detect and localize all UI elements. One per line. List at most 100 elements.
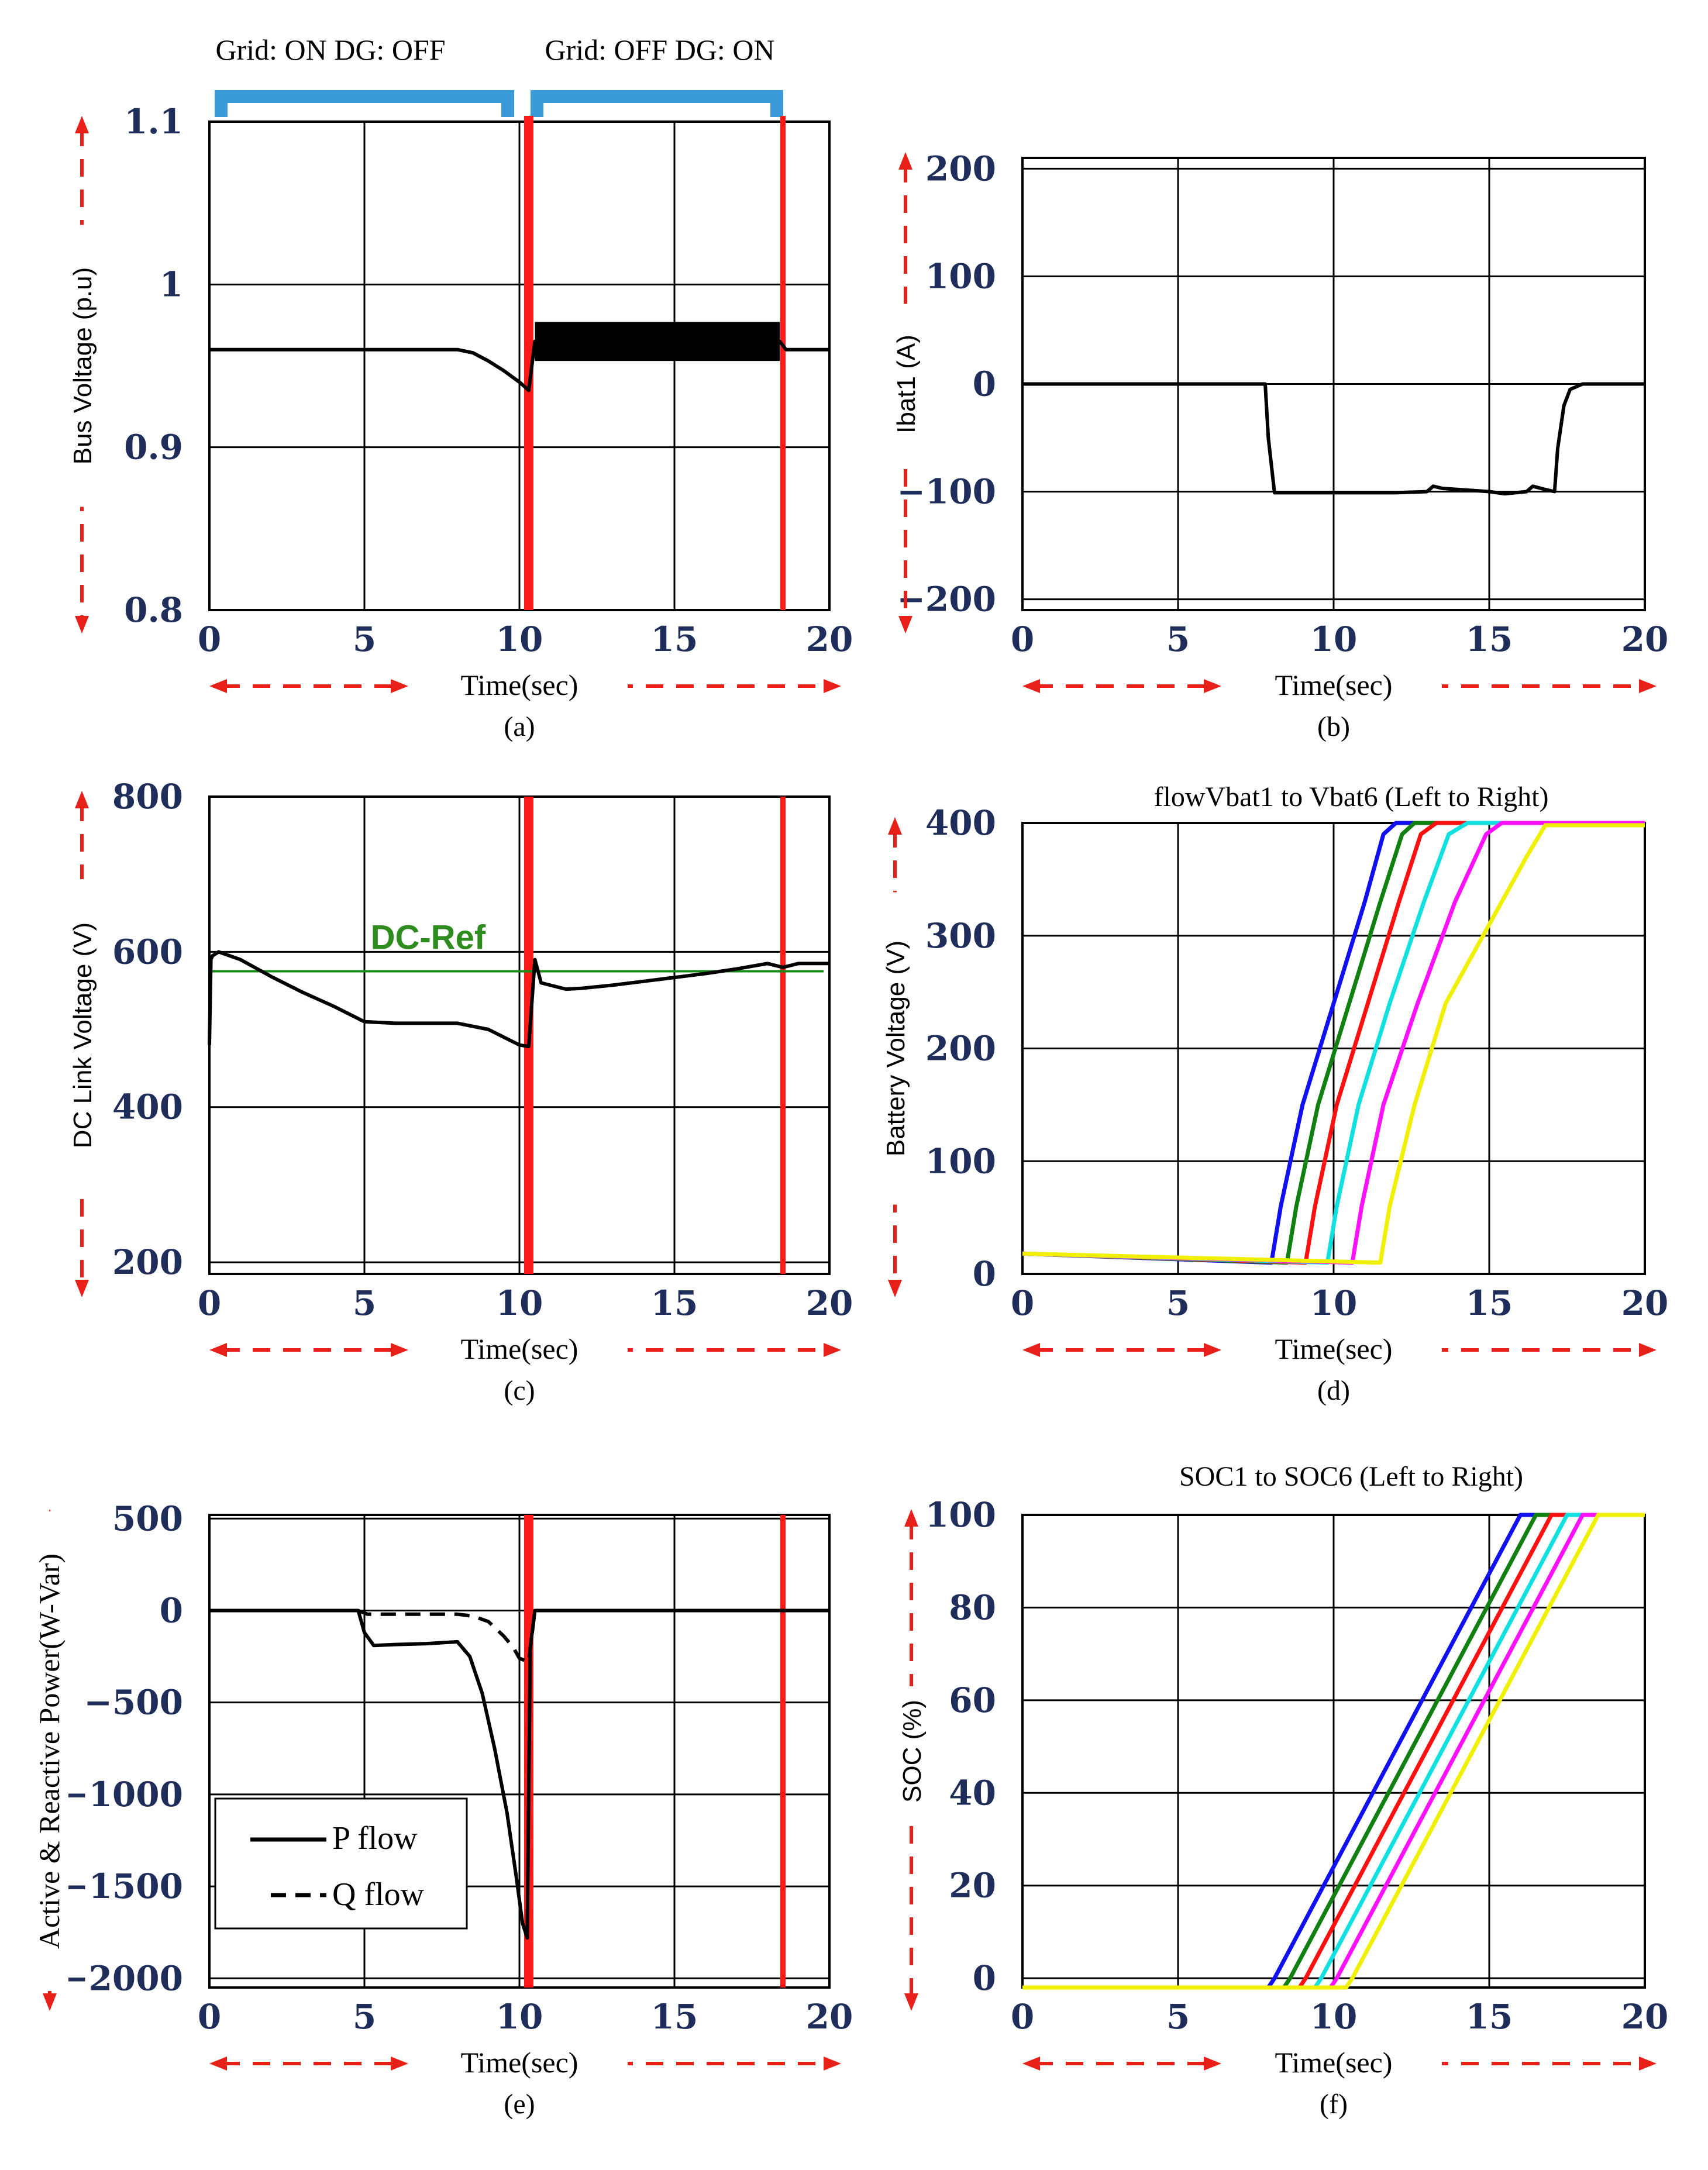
panel-caption-f: (f) <box>1320 2089 1348 2120</box>
y-arrow-b-head-bottom <box>898 616 912 633</box>
x-tick-label-a-3: 15 <box>651 619 698 659</box>
mode-label-grid-on: Grid: ON DG: OFF <box>215 33 445 66</box>
y-tick-label-d-0: 0 <box>973 1254 996 1294</box>
x-arrow-left-c-head-right <box>391 1343 408 1357</box>
y-tick-label-f-2: 40 <box>949 1773 996 1813</box>
x-arrow-left-d-head-right <box>1204 1343 1221 1357</box>
series-line-d-4 <box>1022 821 1645 1265</box>
x-arrow-left-a-head-left <box>209 679 227 693</box>
x-arrow-left-b-head-right <box>1204 679 1221 693</box>
y-tick-label-c-3: 800 <box>112 777 183 817</box>
mode-annotations: Grid: ON DG: OFF Grid: OFF DG: ON <box>215 33 783 117</box>
y-label-backdrop-d <box>876 892 914 1205</box>
grid-on-bracket <box>215 90 514 117</box>
x-arrow-left-f-head-right <box>1204 2057 1221 2071</box>
panels: 0 5 10 15 20 0.8 0.9 1 1.1 Time(sec) (a) Bus Voltag… <box>31 102 1668 2120</box>
panel-caption-e: (e) <box>504 2089 535 2120</box>
x-tick-label-f-2: 10 <box>1310 1997 1358 2037</box>
x-arrow-right-f-head-right <box>1639 2057 1657 2071</box>
y-axis-label-c: DC Link Voltage (V) <box>68 922 97 1148</box>
x-arrow-left-e-head-right <box>391 2057 408 2071</box>
x-tick-label-b-3: 15 <box>1466 619 1513 659</box>
x-label-backdrop-f <box>1225 2037 1442 2084</box>
x-tick-label-b-0: 0 <box>1011 619 1034 659</box>
y-tick-label-a-2: 1 <box>160 264 183 304</box>
chart-title-d: flowVbat1 to Vbat6 (Left to Right) <box>1154 781 1549 812</box>
mode-label-grid-off: Grid: OFF DG: ON <box>545 33 774 66</box>
x-tick-label-c-0: 0 <box>198 1283 221 1323</box>
chart-panel-f: 0 5 10 15 20 0 20 40 60 80 100 SOC1 to SOC6 (Left t… <box>893 1461 1668 2120</box>
y-tick-label-a-3: 1.1 <box>124 102 183 142</box>
series-line-a-0 <box>209 339 829 392</box>
x-tick-label-c-1: 5 <box>353 1283 376 1323</box>
y-tick-label-c-0: 200 <box>112 1242 183 1282</box>
series-line-d-0 <box>1022 821 1645 1265</box>
y-tick-label-e-0: −2000 <box>60 1958 183 1998</box>
chart-panel-b: 0 5 10 15 20 −200 −100 0 100 200 Time(sec) (b) Ibat1… <box>887 149 1668 742</box>
y-tick-label-a-0: 0.8 <box>124 590 183 630</box>
x-tick-label-d-1: 5 <box>1166 1283 1190 1323</box>
x-label-backdrop-d <box>1225 1324 1442 1370</box>
x-tick-label-f-0: 0 <box>1011 1997 1034 2037</box>
y-tick-label-e-3: −500 <box>84 1683 183 1723</box>
panel-caption-a: (a) <box>504 711 535 742</box>
x-tick-label-a-0: 0 <box>198 619 221 659</box>
x-tick-label-c-2: 10 <box>496 1283 543 1323</box>
x-tick-label-e-3: 15 <box>651 1997 698 2037</box>
x-tick-label-f-4: 20 <box>1621 1997 1669 2037</box>
x-arrow-right-d-head-right <box>1639 1343 1657 1357</box>
x-label-backdrop-e <box>411 2037 628 2084</box>
series-line-d-1 <box>1022 821 1645 1265</box>
y-arrow-a-head-top <box>75 116 89 133</box>
panel-caption-c: (c) <box>504 1375 535 1406</box>
plot-frame-d <box>1021 822 1646 1275</box>
x-axis-label-e: Time(sec) <box>461 2046 578 2079</box>
x-tick-label-b-1: 5 <box>1166 619 1190 659</box>
series-line-b-0 <box>1022 382 1645 496</box>
x-arrow-left-c-head-left <box>209 1343 227 1357</box>
y-tick-label-a-1: 0.9 <box>124 428 183 467</box>
x-axis-label-a: Time(sec) <box>461 669 578 701</box>
panel-caption-b: (b) <box>1317 711 1350 742</box>
chart-panel-a: 0 5 10 15 20 0.8 0.9 1 1.1 Time(sec) (a) Bus Voltag… <box>63 102 853 742</box>
y-tick-label-b-3: 100 <box>925 256 996 296</box>
x-tick-label-b-4: 20 <box>1621 619 1669 659</box>
x-tick-label-f-3: 15 <box>1466 1997 1513 2037</box>
y-axis-label-d: Battery Voltage (V) <box>881 941 910 1156</box>
x-tick-label-d-0: 0 <box>1011 1283 1034 1323</box>
y-tick-label-e-1: −1500 <box>60 1866 183 1906</box>
y-arrow-e-head-bottom <box>43 1993 57 2011</box>
x-arrow-right-c-head-right <box>824 1343 841 1357</box>
y-tick-label-c-1: 400 <box>112 1087 183 1127</box>
y-tick-label-f-1: 20 <box>949 1866 996 1906</box>
x-label-backdrop-a <box>411 660 628 707</box>
x-axis-label-c: Time(sec) <box>461 1332 578 1365</box>
y-axis-label-f: SOC (%) <box>898 1700 927 1803</box>
x-tick-label-e-0: 0 <box>198 1997 221 2037</box>
x-label-backdrop-c <box>411 1324 628 1370</box>
y-label-backdrop-f <box>893 1686 930 1816</box>
x-arrow-right-a-head-right <box>824 679 841 693</box>
grid-off-bracket <box>531 90 783 117</box>
dc-ref-label: DC-Ref <box>371 919 486 957</box>
legend-label-q: Q flow <box>332 1876 425 1913</box>
y-tick-label-d-2: 200 <box>925 1029 996 1069</box>
x-tick-label-a-4: 20 <box>806 619 853 659</box>
y-arrow-d-head-bottom <box>888 1280 902 1297</box>
y-label-backdrop-a <box>63 225 101 507</box>
y-tick-label-f-4: 80 <box>949 1587 996 1627</box>
series-line-f-5 <box>1022 1513 1645 1990</box>
y-tick-label-d-1: 100 <box>925 1141 996 1181</box>
x-axis-label-b: Time(sec) <box>1275 669 1393 701</box>
y-label-backdrop-c <box>63 879 101 1191</box>
y-arrow-c-head-top <box>75 791 89 808</box>
x-tick-label-f-1: 5 <box>1166 1997 1190 2037</box>
x-tick-label-e-2: 10 <box>496 1997 543 2037</box>
x-arrow-right-e-head-right <box>824 2057 841 2071</box>
x-tick-label-b-2: 10 <box>1310 619 1358 659</box>
legend-label-p: P flow <box>332 1820 418 1856</box>
y-tick-label-b-4: 200 <box>925 149 996 188</box>
x-arrow-left-a-head-right <box>391 679 408 693</box>
y-arrow-c-head-bottom <box>75 1280 89 1297</box>
